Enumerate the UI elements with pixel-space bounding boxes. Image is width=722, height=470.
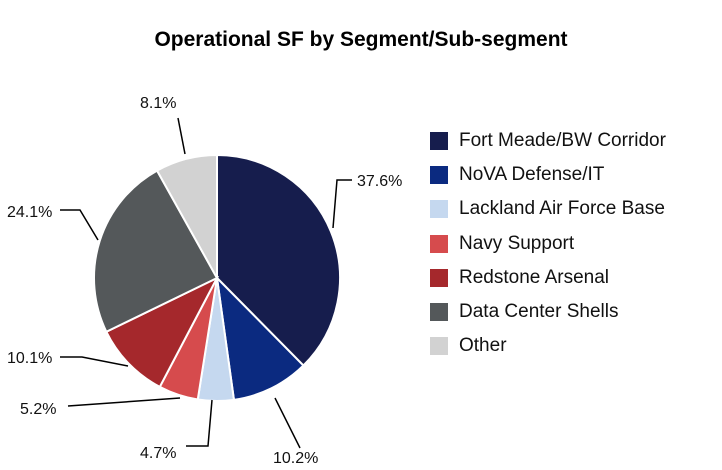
legend-swatch <box>430 337 448 356</box>
pie-slice-4 <box>105 275 220 389</box>
legend: Fort Meade/BW Corridor NoVA Defense/IT Lac… <box>430 124 666 363</box>
data-label-1: 10.2% <box>273 450 318 467</box>
leader-line-5 <box>60 209 99 241</box>
leader-line-0 <box>332 179 352 229</box>
legend-swatch <box>430 268 448 287</box>
legend-item: NoVA Defense/IT <box>430 158 666 192</box>
leader-line-1 <box>274 397 301 449</box>
legend-label: Fort Meade/BW Corridor <box>459 130 666 152</box>
pie-slice-1 <box>215 275 305 401</box>
legend-swatch <box>430 200 448 219</box>
legend-swatch <box>430 303 448 322</box>
pie-slice-0 <box>216 153 341 367</box>
legend-swatch <box>430 166 448 185</box>
legend-swatch <box>430 132 448 151</box>
legend-label: Redstone Arsenal <box>459 266 609 288</box>
legend-label: Other <box>459 335 507 357</box>
legend-item: Fort Meade/BW Corridor <box>430 124 666 158</box>
legend-item: Navy Support <box>430 227 666 261</box>
legend-label: Data Center Shells <box>459 301 619 323</box>
pie-slice-6 <box>155 153 218 282</box>
data-label-0: 37.6% <box>357 173 402 190</box>
legend-item: Lackland Air Force Base <box>430 192 666 226</box>
leader-line-2 <box>186 399 213 447</box>
leader-line-6 <box>177 117 186 155</box>
legend-item: Data Center Shells <box>430 295 666 329</box>
data-label-5: 24.1% <box>7 204 52 221</box>
data-label-3: 5.2% <box>20 401 56 418</box>
legend-label: Lackland Air Force Base <box>459 198 665 220</box>
data-label-6: 8.1% <box>140 95 176 112</box>
legend-label: NoVA Defense/IT <box>459 164 605 186</box>
legend-item: Redstone Arsenal <box>430 261 666 295</box>
legend-swatch <box>430 234 448 253</box>
leader-line-4 <box>60 356 129 367</box>
data-label-2: 4.7% <box>140 445 176 462</box>
leader-line-3 <box>67 397 181 407</box>
pie-slice-5 <box>93 169 219 334</box>
chart-title: Operational SF by Segment/Sub-segment <box>154 28 568 51</box>
legend-label: Navy Support <box>459 232 575 254</box>
legend-item: Other <box>430 329 666 363</box>
data-label-4: 10.1% <box>7 350 52 367</box>
